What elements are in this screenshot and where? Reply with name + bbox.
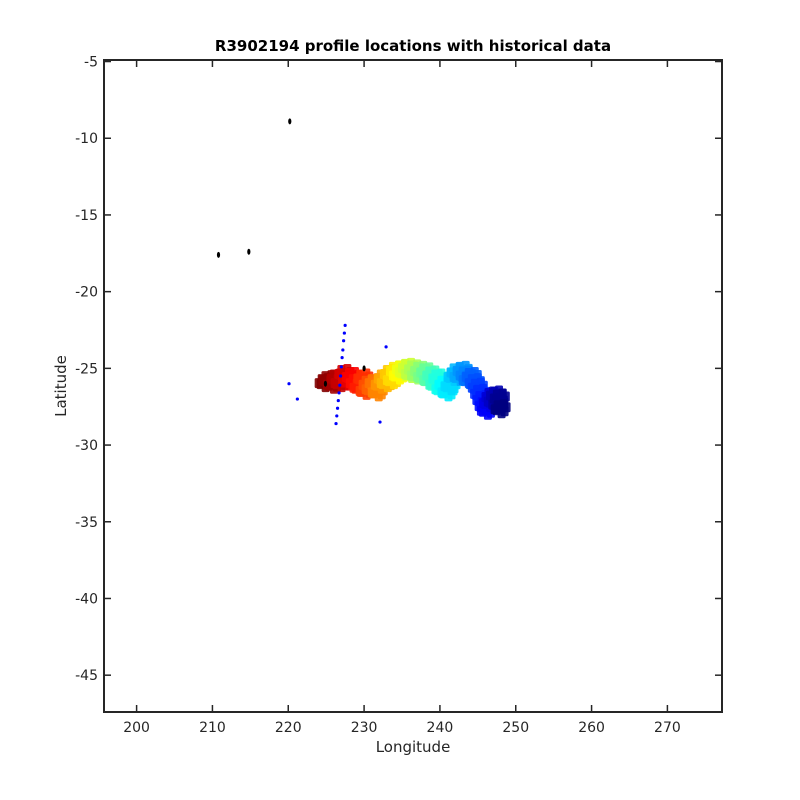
profile-marker [349, 382, 358, 393]
overlay-point [323, 380, 328, 387]
historical-point [337, 391, 341, 395]
profile-marker [440, 381, 449, 392]
historical-point [335, 406, 340, 410]
x-tick-label: 210 [199, 720, 226, 736]
plot-area-frame [103, 59, 723, 713]
chart-title: R3902194 profile locations with historic… [215, 37, 611, 55]
historical-point [295, 397, 299, 401]
trajectory-layer [314, 357, 511, 420]
profile-marker [364, 378, 373, 389]
x-tick-label: 260 [578, 720, 605, 736]
profile-marker [434, 379, 443, 390]
x-tick-label: 220 [275, 720, 302, 736]
historical-point [378, 420, 382, 424]
y-tick-label: -15 [75, 208, 98, 224]
y-tick-label: -25 [75, 361, 98, 377]
profile-marker [447, 385, 456, 396]
historical-point [343, 323, 347, 328]
profile-marker [382, 375, 391, 386]
historical-point [335, 414, 339, 418]
x-tick-label: 250 [502, 720, 529, 736]
historical-point [341, 348, 345, 352]
historical-point [334, 421, 338, 426]
x-tick-label: 270 [654, 720, 681, 736]
profile-marker [374, 391, 383, 402]
tick-layer: 200 210 220 230 240 250 260 270 -5 -10 -15 -20 -25 -3… [75, 55, 722, 736]
y-tick-label: -5 [84, 55, 98, 71]
historical-point [336, 398, 340, 403]
profile-marker [376, 378, 385, 389]
y-tick-label: -40 [75, 591, 98, 607]
historical-point [384, 345, 388, 349]
overlay-point [362, 365, 366, 372]
profile-marker [428, 373, 437, 384]
y-tick-label: -10 [75, 131, 98, 147]
x-tick-label: 200 [123, 720, 150, 736]
y-axis-label: Latitude [52, 355, 70, 417]
profile-marker [422, 370, 431, 381]
overlay-point [216, 251, 221, 258]
profile-marker [330, 378, 339, 389]
overlay-point [247, 248, 251, 255]
profile-marker [497, 408, 506, 419]
x-tick-label: 230 [351, 720, 378, 736]
historical-point [340, 356, 344, 360]
profile-marker [389, 379, 398, 390]
y-tick-label: -35 [75, 515, 98, 531]
x-axis-label: Longitude [376, 738, 451, 756]
historical-point [339, 365, 343, 369]
historical-point [287, 382, 291, 386]
historical-layer [287, 323, 388, 426]
y-tick-label: -30 [75, 438, 98, 454]
profile-marker [490, 404, 499, 415]
overlay-point [288, 118, 292, 125]
profile-marker [483, 409, 492, 420]
historical-point [342, 339, 346, 343]
overlay-layer [216, 118, 366, 387]
profile-marker [416, 367, 425, 378]
historical-point [342, 331, 346, 335]
historical-point [338, 383, 342, 387]
historical-point [338, 374, 343, 378]
x-tick-label: 240 [427, 720, 454, 736]
y-tick-label: -20 [75, 285, 98, 301]
y-tick-label: -45 [75, 668, 98, 684]
